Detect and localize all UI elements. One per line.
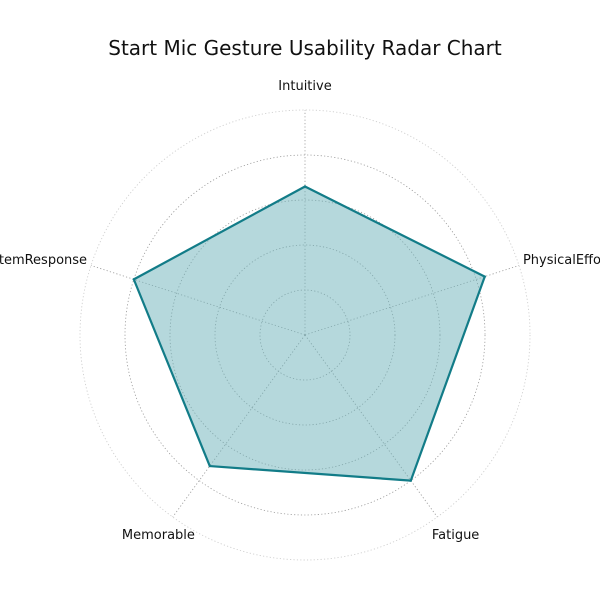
axis-labels: Intuitive PhysicalEffort Fatigue Memorable S…: [0, 79, 600, 543]
series-line-1: [132, 185, 486, 482]
series-point-systemresponse: [132, 278, 136, 281]
series-point-memorable: [208, 464, 211, 468]
series-point-fatigue: [409, 479, 413, 482]
axis-label-intuitive: Intuitive: [278, 79, 331, 94]
grid-ring-5: [79, 109, 531, 561]
grid-ring-4: [124, 154, 486, 516]
axis-label-systemresponse: SystemResponse: [0, 253, 87, 268]
radar-series-layer: [132, 185, 486, 482]
series-area-1: [133, 186, 485, 481]
chart-title: Start Mic Gesture Usability Radar Chart: [108, 36, 502, 60]
axis-label-physicaleffort: PhysicalEffort: [523, 253, 600, 268]
axis-label-fatigue: Fatigue: [432, 528, 479, 543]
series-point-physicaleffort: [483, 275, 486, 278]
series-point-intuitive: [303, 185, 307, 188]
axis-label-memorable: Memorable: [122, 528, 195, 543]
